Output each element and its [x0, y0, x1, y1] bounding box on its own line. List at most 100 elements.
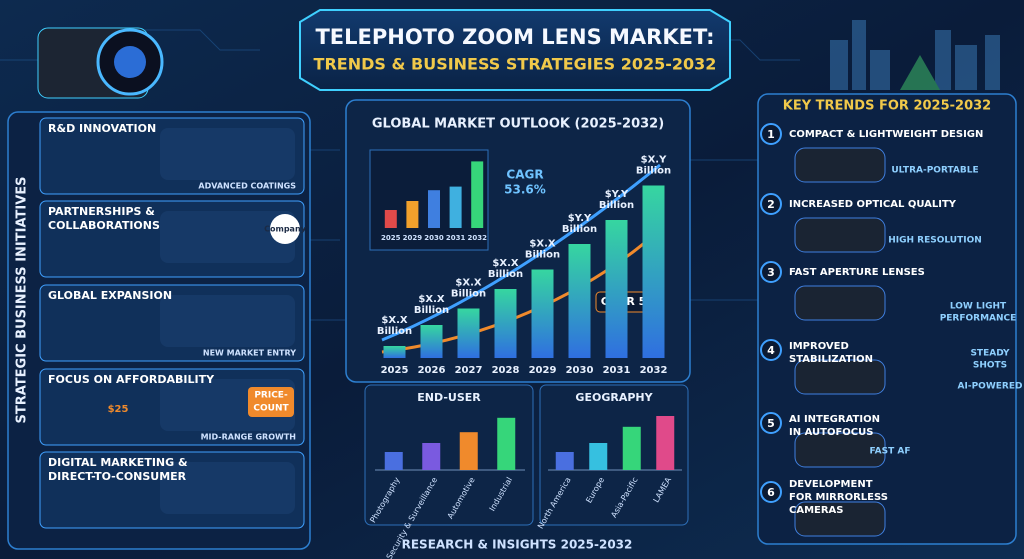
trend-title: FAST APERTURE LENSES [789, 267, 925, 278]
inset-bar [406, 201, 419, 228]
bar-label: $Y.Y [568, 213, 592, 224]
bar [605, 220, 628, 358]
inset-bar [384, 210, 397, 228]
footer: RESEARCH & INSIGHTS 2025-2032 [402, 538, 633, 552]
bar-label: $X.X [492, 258, 518, 269]
inset-bar [471, 161, 484, 228]
year-label: 2032 [640, 365, 668, 376]
bar-label: $X.X [455, 278, 481, 289]
lens-illustration [794, 217, 886, 253]
initiative-title: FOCUS ON AFFORDABILITY [48, 373, 215, 386]
trend-number: 4 [767, 344, 775, 357]
year-label: 2028 [492, 365, 520, 376]
trend-arrow [381, 228, 661, 354]
year-label: 2026 [418, 365, 446, 376]
illustration [160, 128, 295, 180]
cagr-label: 53.6% [504, 183, 546, 197]
bar-label: Billion [599, 200, 634, 211]
initiative-caption: PRICE- [254, 391, 288, 401]
initiative-title: COLLABORATIONS [48, 219, 160, 232]
camera-icon [37, 27, 164, 99]
title-box [299, 9, 731, 91]
inset-year: 2032 [467, 234, 487, 242]
trend-title: DEVELOPMENT [789, 479, 873, 490]
bar-label: $X.X [418, 294, 444, 305]
lens-illustration [794, 501, 886, 537]
illustration [160, 295, 295, 347]
year-label: 2025 [381, 365, 409, 376]
trend-title: IN AUTOFOCUS [789, 427, 873, 438]
trend-caption: AI-POWERED [958, 382, 1023, 392]
bar-label: $Y.Y [605, 189, 629, 200]
trend-title: COMPACT & LIGHTWEIGHT DESIGN [789, 129, 983, 140]
initiative-caption: COUNT [253, 404, 289, 414]
bar-label: Billion [636, 166, 671, 177]
trend-caption: SHOTS [973, 361, 1007, 371]
trend-number: 2 [767, 198, 775, 211]
trend-number-badge [760, 481, 782, 503]
illustration [160, 462, 295, 514]
initiative-title: GLOBAL EXPANSION [48, 289, 172, 302]
bar [642, 185, 665, 358]
inset-year: 2029 [403, 234, 423, 242]
illustration [160, 211, 295, 263]
trend-number: 1 [767, 128, 775, 141]
trend-title: AI INTEGRATION [789, 414, 880, 425]
price-tag [248, 387, 294, 417]
lens-illustration [794, 285, 886, 321]
lens-illustration [794, 432, 886, 468]
trend-title: INCREASED OPTICAL QUALITY [789, 199, 957, 210]
trend-number-badge [760, 412, 782, 434]
bar-label: $X.X [381, 315, 407, 326]
trend-title: IMPROVED [789, 341, 849, 352]
right-panel-title: KEY TRENDS FOR 2025-2032 [783, 99, 991, 114]
trend-arrow [381, 163, 661, 342]
bar-label: Billion [562, 224, 597, 235]
bar-label: $X.X [529, 239, 555, 250]
trend-number-badge [760, 261, 782, 283]
subtitle: TRENDS & BUSINESS STRATEGIES 2025-2032 [314, 55, 717, 74]
bar [622, 426, 641, 470]
right-panel [757, 93, 1017, 545]
bar [656, 416, 675, 470]
trend-number-badge [760, 123, 782, 145]
trend-number: 3 [767, 266, 775, 279]
inset-bar [428, 190, 440, 228]
lens-illustration [794, 147, 886, 183]
trend-number: 5 [767, 417, 775, 430]
trend-caption: FAST AF [870, 447, 911, 457]
inset-year: 2030 [424, 234, 444, 242]
title: TELEPHOTO ZOOM LENS MARKET: [315, 25, 714, 49]
inset-year: 2025 [381, 234, 401, 242]
bar [531, 269, 554, 358]
bar-label: Billion [377, 326, 412, 337]
bar [420, 325, 443, 358]
year-label: 2031 [603, 365, 631, 376]
geography-title: GEOGRAPHY [575, 391, 653, 404]
inset-bar [449, 186, 462, 228]
trend-caption: STEADY [970, 349, 1010, 359]
skyline [830, 20, 1000, 90]
chart-title: GLOBAL MARKET OUTLOOK (2025-2032) [372, 117, 664, 132]
bar [494, 289, 517, 358]
bar-label: Billion [525, 250, 560, 261]
bar [555, 452, 574, 470]
inset-year: 2031 [446, 234, 466, 242]
geography-panel [539, 384, 689, 526]
bar [422, 443, 441, 470]
bar [459, 432, 478, 470]
trend-caption: HIGH RESOLUTION [888, 236, 982, 246]
lens-illustration [794, 359, 886, 395]
initiative-caption: MID-RANGE GROWTH [201, 433, 296, 442]
trend-number-badge [760, 339, 782, 361]
year-label: 2029 [529, 365, 557, 376]
trend-title: STABILIZATION [789, 354, 873, 365]
initiative-title: PARTNERSHIPS & [48, 205, 155, 218]
initiative-caption: NEW MARKET ENTRY [203, 349, 296, 358]
bar [568, 244, 591, 358]
left-panel-title: STRATEGIC BUSINESS INITIATIVES [15, 176, 30, 423]
trend-title: CAMERAS [789, 505, 844, 516]
initiative-title: DIGITAL MARKETING & [48, 456, 188, 469]
trend-number: 6 [767, 486, 775, 499]
bar [457, 308, 480, 358]
